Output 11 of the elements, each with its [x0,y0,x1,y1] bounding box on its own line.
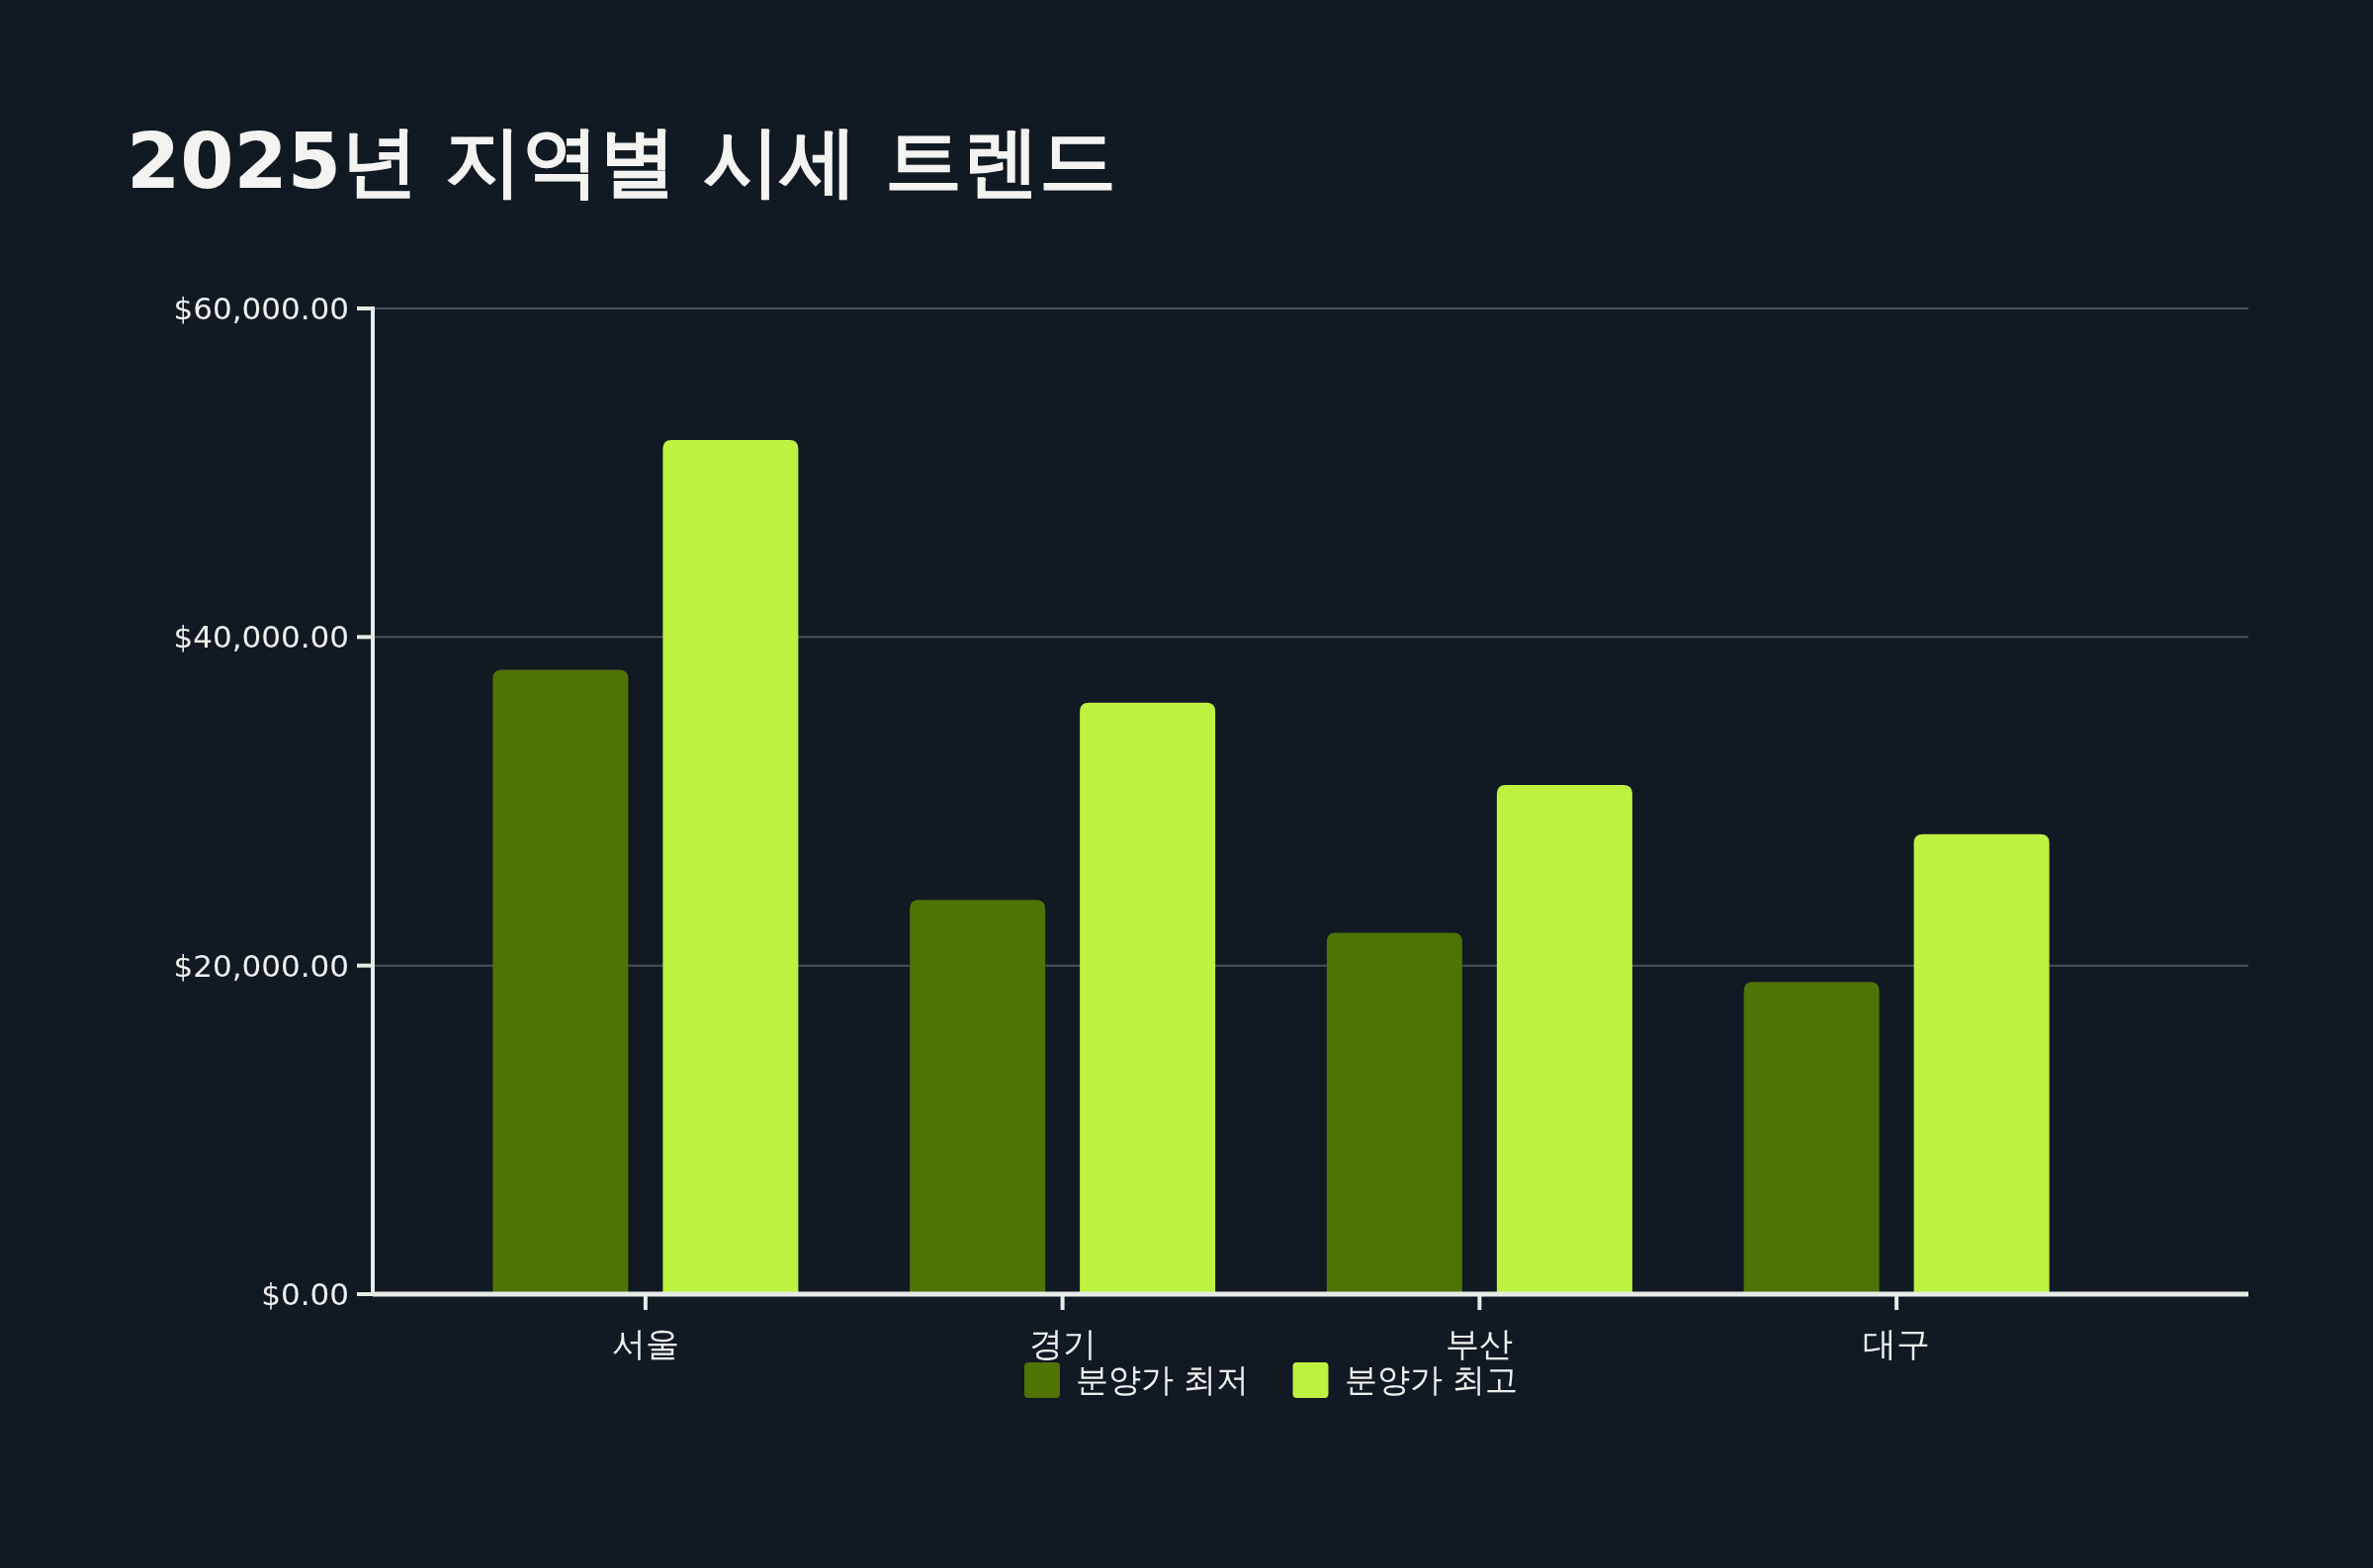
x-tick-label: 대구 [1863,1324,1931,1363]
x-tick-label: 부산 [1446,1324,1514,1363]
legend-label: 분양가 최저 [1076,1360,1250,1399]
y-tick-label: $20,000.00 [173,947,349,984]
y-tick-label: $60,000.00 [173,291,349,326]
x-tick-label: 경기 [1028,1324,1097,1363]
y-tick-label: $40,000.00 [173,619,349,655]
legend-label: 분양가 최고 [1344,1360,1518,1399]
x-tick-label: 서울 [611,1324,679,1363]
chart-title: 2025년 지역별 시세 트렌드 [127,117,1116,206]
y-tick-label: $0.00 [261,1276,349,1312]
